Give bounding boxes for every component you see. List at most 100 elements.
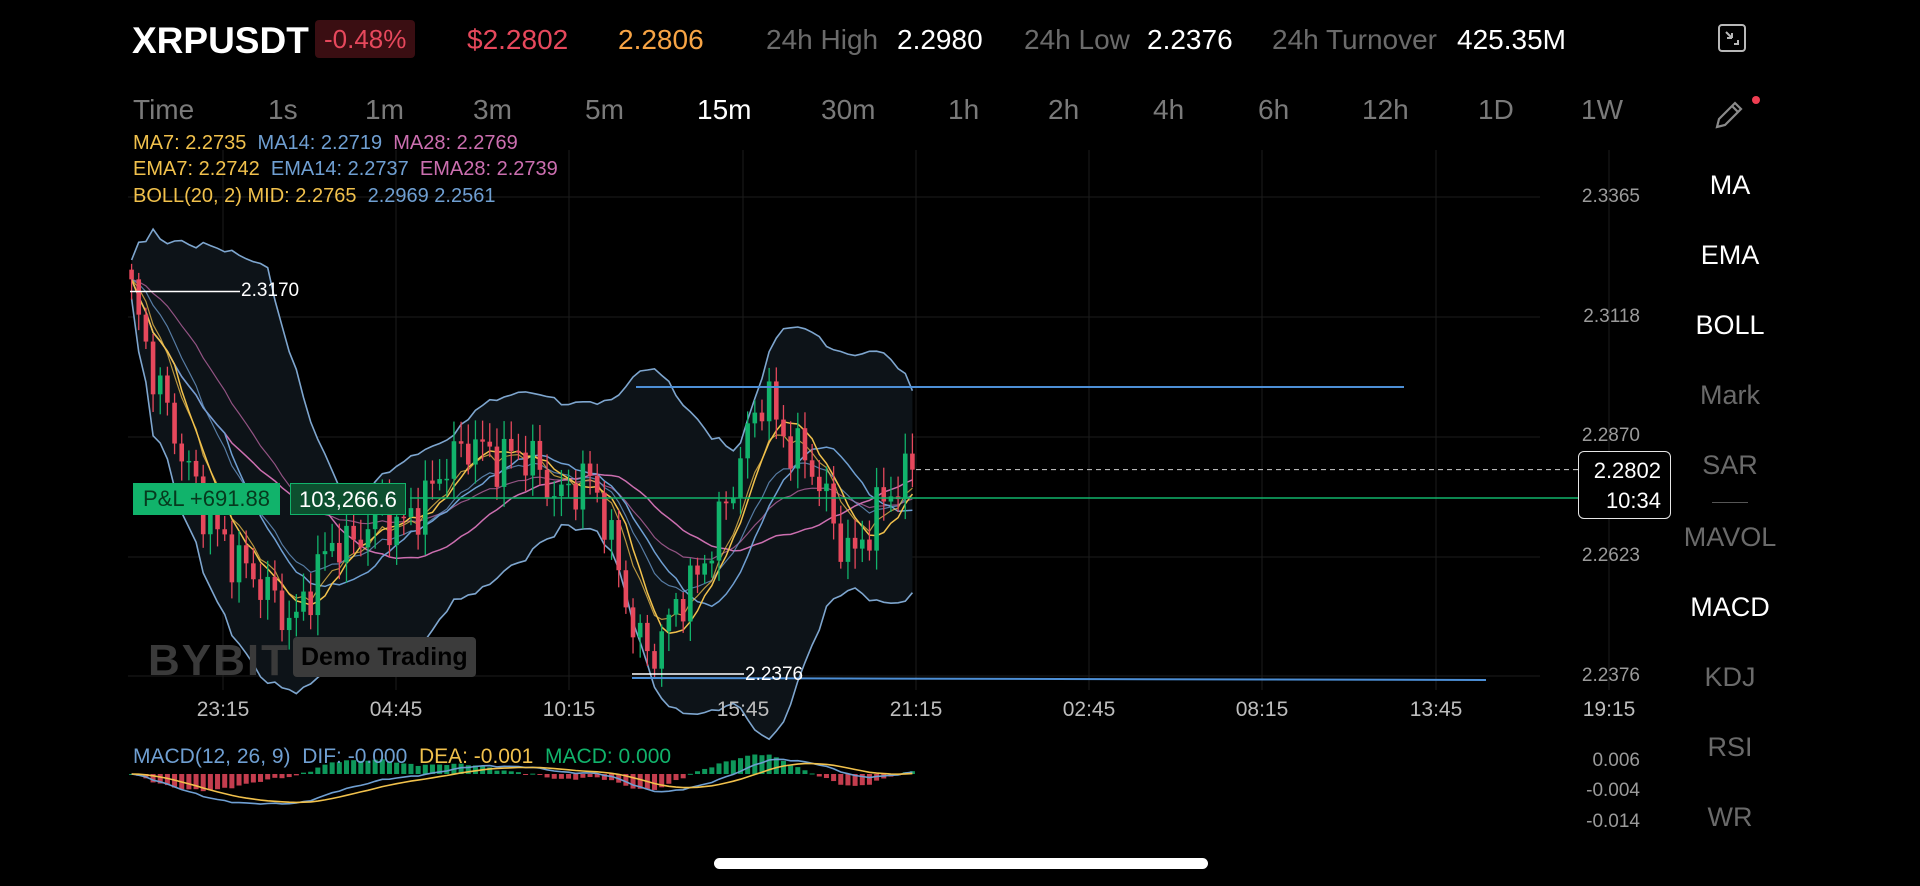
macd-histogram-bar <box>831 774 837 782</box>
macd-histogram-bar <box>788 765 794 774</box>
tab-12h[interactable]: 12h <box>1362 94 1409 125</box>
candle-body <box>788 436 793 469</box>
indicator-boll[interactable]: BOLL <box>1695 310 1765 340</box>
tab-1d[interactable]: 1D <box>1478 94 1514 125</box>
pencil-icon[interactable] <box>1712 98 1746 132</box>
macd-histogram-bar <box>544 774 550 778</box>
tab-1m[interactable]: 1m <box>365 94 404 125</box>
macd-histogram-bar <box>523 774 529 775</box>
candle-body <box>781 419 786 437</box>
macd-histogram-bar <box>401 763 407 774</box>
candle-body <box>129 269 134 280</box>
macd-histogram-bar <box>250 774 256 783</box>
candle-body <box>251 563 256 580</box>
home-indicator <box>714 858 1208 869</box>
tab-1w[interactable]: 1W <box>1581 94 1623 125</box>
tab-2h[interactable]: 2h <box>1048 94 1080 125</box>
macd-histogram-bar <box>293 774 299 776</box>
candle-body <box>473 439 478 465</box>
macd-histogram-bar <box>157 774 163 784</box>
macd-histogram-bar <box>236 774 242 786</box>
current-price: 2.2802 <box>1593 458 1661 483</box>
candle-body <box>630 607 636 638</box>
candle-body <box>222 529 228 535</box>
candle-body <box>766 381 772 422</box>
tab-15m[interactable]: 15m <box>697 94 752 125</box>
tab-5m[interactable]: 5m <box>585 94 624 125</box>
candle-body <box>165 375 170 403</box>
macd-histogram-bar <box>866 774 872 785</box>
candle-body <box>215 514 220 530</box>
candle-body <box>308 591 313 616</box>
time-tick: 02:45 <box>1062 698 1116 721</box>
candle-body <box>688 565 693 622</box>
indicator-sar[interactable]: SAR <box>1702 450 1758 480</box>
tab-1h[interactable]: 1h <box>948 94 980 125</box>
candle-body <box>365 529 371 548</box>
candle-body <box>752 412 758 424</box>
macd-legend: MACD(12, 26, 9) DIF: -0.000 DEA: -0.001 … <box>133 745 671 769</box>
ma14-value: MA14: 2.2719 <box>257 132 383 154</box>
tab-1s[interactable]: 1s <box>268 94 298 125</box>
macd-histogram-bar <box>329 762 335 774</box>
candle-body <box>573 483 579 510</box>
tab-6h[interactable]: 6h <box>1258 94 1290 125</box>
candle-body <box>294 611 299 618</box>
boll-bands-value: 2.2969 2.2561 <box>367 185 496 207</box>
macd-histogram-bar <box>874 774 880 781</box>
indicator-mark[interactable]: Mark <box>1700 380 1760 410</box>
candle-body <box>867 539 872 551</box>
indicator-kdj[interactable]: KDJ <box>1704 662 1756 692</box>
macd-histogram-bar <box>164 774 170 786</box>
macd-histogram-bar <box>551 774 557 779</box>
indicator-mavol[interactable]: MAVOL <box>1683 522 1777 552</box>
price-tick: 2.3118 <box>1583 306 1640 327</box>
macd-histogram-bar <box>415 765 421 774</box>
macd-histogram-bar <box>652 774 658 790</box>
macd-histogram-bar <box>286 774 292 778</box>
tab-3m[interactable]: 3m <box>473 94 512 125</box>
indicator-macd[interactable]: MACD <box>1690 592 1770 622</box>
macd-histogram-bar <box>394 762 400 774</box>
macd-histogram-bar <box>838 774 844 785</box>
tab-30m[interactable]: 30m <box>821 94 876 125</box>
macd-histogram-bar <box>530 773 536 775</box>
macd-histogram-bar <box>508 771 514 774</box>
candle-body <box>874 487 879 551</box>
macd-tick: -0.014 <box>1586 811 1640 832</box>
position-size: 103,266.6 <box>290 483 406 515</box>
candle-body <box>902 453 908 500</box>
macd-histogram-bar <box>680 774 686 779</box>
macd-name: MACD(12, 26, 9) <box>133 745 291 768</box>
macd-histogram-bar <box>852 774 858 786</box>
indicator-wr[interactable]: WR <box>1707 802 1753 832</box>
indicator-ma[interactable]: MA <box>1709 170 1751 200</box>
candle-body <box>401 516 407 519</box>
candle-body <box>645 622 650 652</box>
candle-body <box>315 554 321 616</box>
candle-body <box>408 508 414 517</box>
tab-4h[interactable]: 4h <box>1153 94 1185 125</box>
macd-histogram-bar <box>465 765 471 774</box>
candle-body <box>530 440 536 476</box>
exit-fullscreen-icon[interactable] <box>1717 23 1747 53</box>
candle-body <box>415 508 421 535</box>
candle-body <box>623 570 629 608</box>
time-tick: 08:15 <box>1235 698 1289 721</box>
candle-body <box>329 542 335 552</box>
macd-histogram-bar <box>773 757 779 774</box>
ema7-value: EMA7: 2.2742 <box>133 158 260 180</box>
candle-body <box>229 534 235 583</box>
tab-time[interactable]: Time <box>133 94 195 125</box>
position-pnl-tag[interactable]: P&L +691.88 <box>133 483 281 515</box>
macd-histogram-bar <box>308 771 314 774</box>
candle-body <box>186 460 192 463</box>
indicator-rsi[interactable]: RSI <box>1707 732 1753 762</box>
candle-body <box>910 453 915 470</box>
symbol-title[interactable]: XRPUSDT <box>132 20 309 61</box>
macd-histogram-bar <box>587 774 593 778</box>
high-label: 24h High <box>766 24 879 55</box>
candle-body <box>179 443 185 462</box>
indicator-ema[interactable]: EMA <box>1700 240 1760 270</box>
